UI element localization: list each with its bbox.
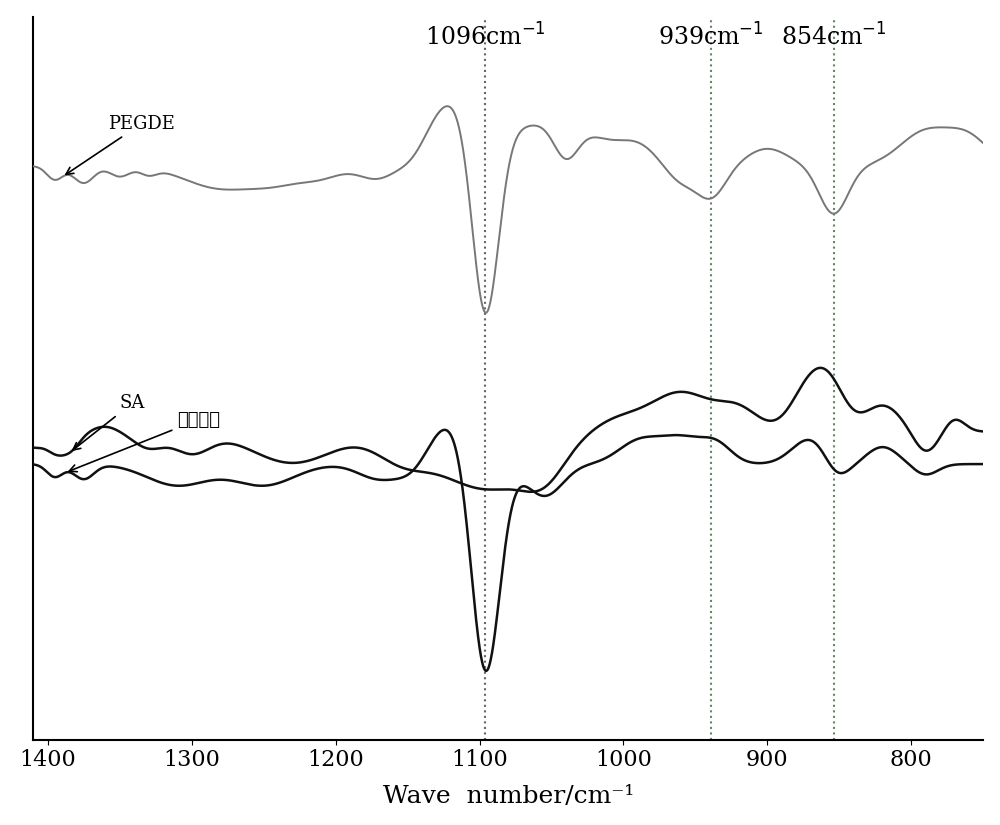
Text: 1096cm$^{-1}$: 1096cm$^{-1}$ [425, 24, 546, 51]
Text: 复合纤维: 复合纤维 [69, 411, 220, 472]
Text: 854cm$^{-1}$: 854cm$^{-1}$ [781, 24, 886, 51]
Text: PEGDE: PEGDE [66, 115, 175, 174]
Text: 939cm$^{-1}$: 939cm$^{-1}$ [658, 24, 764, 51]
Text: SA: SA [73, 394, 145, 450]
X-axis label: Wave  number/cm⁻¹: Wave number/cm⁻¹ [383, 785, 634, 808]
